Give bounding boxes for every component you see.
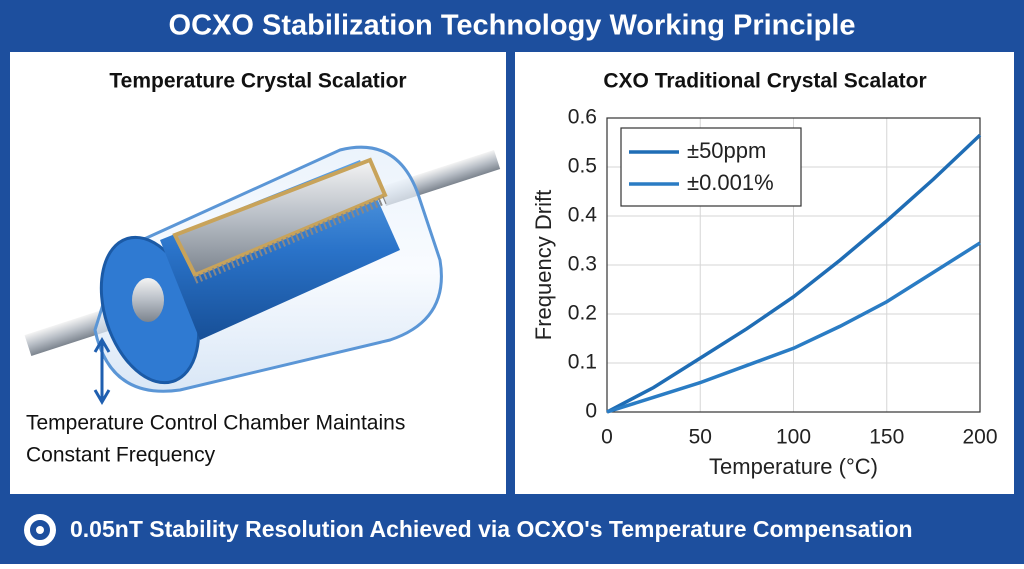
header-title: OCXO Stabilization Technology Working Pr… bbox=[169, 10, 856, 42]
footer-icon-dot bbox=[36, 526, 44, 534]
y-tick-label: 0.2 bbox=[568, 302, 597, 325]
x-axis-label: Temperature (°C) bbox=[709, 454, 878, 479]
footer-text: 0.05nT Stability Resolution Achieved via… bbox=[70, 516, 913, 542]
y-tick-label: 0.1 bbox=[568, 351, 597, 374]
chart: CXO Traditional Crystal Scalator 0 0.1 0.2… bbox=[531, 70, 998, 479]
footer-icon bbox=[24, 514, 56, 546]
left-panel-title: Temperature Crystal Scalatior bbox=[109, 70, 406, 93]
legend-label: ±50ppm bbox=[687, 138, 766, 163]
crystal bbox=[172, 157, 388, 278]
y-tick-label: 0.6 bbox=[568, 106, 597, 129]
ocxo-illustration bbox=[24, 145, 501, 405]
y-tick-label: 0.3 bbox=[568, 253, 597, 276]
caption-line: Constant Frequency bbox=[26, 444, 216, 467]
legend-box bbox=[620, 127, 802, 207]
legend-label: ±0.001% bbox=[687, 170, 774, 195]
plot-frame bbox=[606, 117, 981, 413]
x-tick-label: 100 bbox=[776, 426, 811, 449]
coil bbox=[193, 196, 387, 284]
y-tick-label: 0 bbox=[585, 400, 597, 423]
series-line bbox=[606, 241, 981, 414]
x-tick-label: 150 bbox=[869, 426, 904, 449]
series-line bbox=[606, 133, 982, 414]
y-tick-label: 0.4 bbox=[568, 204, 598, 227]
x-tick-label: 50 bbox=[689, 426, 712, 449]
x-tick-label: 200 bbox=[962, 426, 997, 449]
x-tick-label: 0 bbox=[601, 426, 613, 449]
arrow bbox=[93, 337, 111, 405]
chart-title: CXO Traditional Crystal Scalator bbox=[603, 70, 926, 93]
y-tick-label: 0.5 bbox=[568, 155, 597, 178]
hub bbox=[132, 278, 164, 322]
caption-line: Temperature Control Chamber Maintains bbox=[26, 412, 405, 435]
y-axis-label: Frequency Drift bbox=[531, 190, 556, 340]
